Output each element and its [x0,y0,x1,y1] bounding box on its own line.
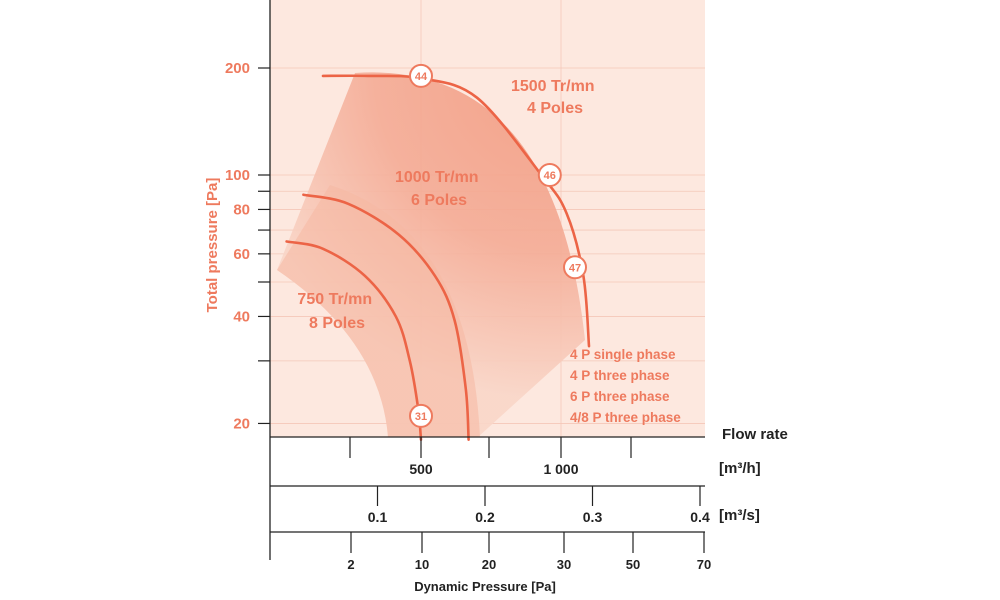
legend-item: 4 P single phase [570,347,676,362]
x-tick-label-dp: 20 [482,557,496,572]
operating-area-inner [277,185,480,437]
efficiency-marker [537,163,562,187]
y-tick-label: 200 [225,60,250,77]
x-tick-label-dp: 2 [347,557,354,572]
y-axis: 20 40 60 80 100 200 [225,0,271,560]
x-tick-label-m3h: 1 000 [543,461,578,477]
y-axis-title: Total pressure [Pa] [204,178,221,313]
y-tick-label: 60 [233,246,250,263]
legend: 4 P single phase 4 P three phase 6 P thr… [570,347,681,425]
efficiency-marker [409,403,433,428]
legend-item: 4/8 P three phase [570,410,681,425]
y-tick-label: 100 [225,167,250,184]
x-tick-label-dp: 10 [415,557,429,572]
x-tick-label-m3s: 0.2 [475,509,495,525]
x-tick-label-dp: 30 [557,557,571,572]
y-tick-label: 80 [233,201,250,218]
efficiency-markers: 44 46 47 31 [409,63,587,428]
series-label-1500: 1500 Tr/mn 4 Poles [511,78,599,117]
operating-area-outer [277,72,585,437]
efficiency-marker [563,255,587,280]
x-axis-unit-m3s: [m³/s] [719,507,760,524]
x-tick-label-m3s: 0.4 [690,509,710,525]
y-tick-label: 40 [233,308,250,325]
series-line-1 [302,193,470,442]
x-tick-label-dp: 70 [697,557,711,572]
y-tick-label: 20 [233,415,250,432]
efficiency-marker-label: 31 [415,411,427,423]
legend-item: 6 P three phase [570,389,670,404]
x-tick-label-dp: 50 [626,557,640,572]
x-tick-label-m3s: 0.3 [583,509,603,525]
x-tick-label-m3h: 500 [409,461,433,477]
efficiency-marker [409,63,433,88]
x-axis-unit-m3h: [m³/h] [719,460,761,477]
efficiency-marker-label: 46 [544,170,556,182]
series-label-750: 750 Tr/mn 8 Poles [297,291,376,332]
efficiency-marker-label: 44 [415,71,428,83]
x-tick-label-m3s: 0.1 [368,509,388,525]
legend-item: 4 P three phase [570,368,670,383]
series-label-1000: 1000 Tr/mn 6 Poles [395,169,483,209]
efficiency-marker-label: 47 [569,262,581,274]
x-axis-title-dynamic: Dynamic Pressure [Pa] [414,579,556,594]
x-axis-title-flow: Flow rate [722,426,788,443]
x-axes: 500 1 000 0.1 0.2 0.3 0.4 2 10 20 30 50 70 [270,436,711,572]
